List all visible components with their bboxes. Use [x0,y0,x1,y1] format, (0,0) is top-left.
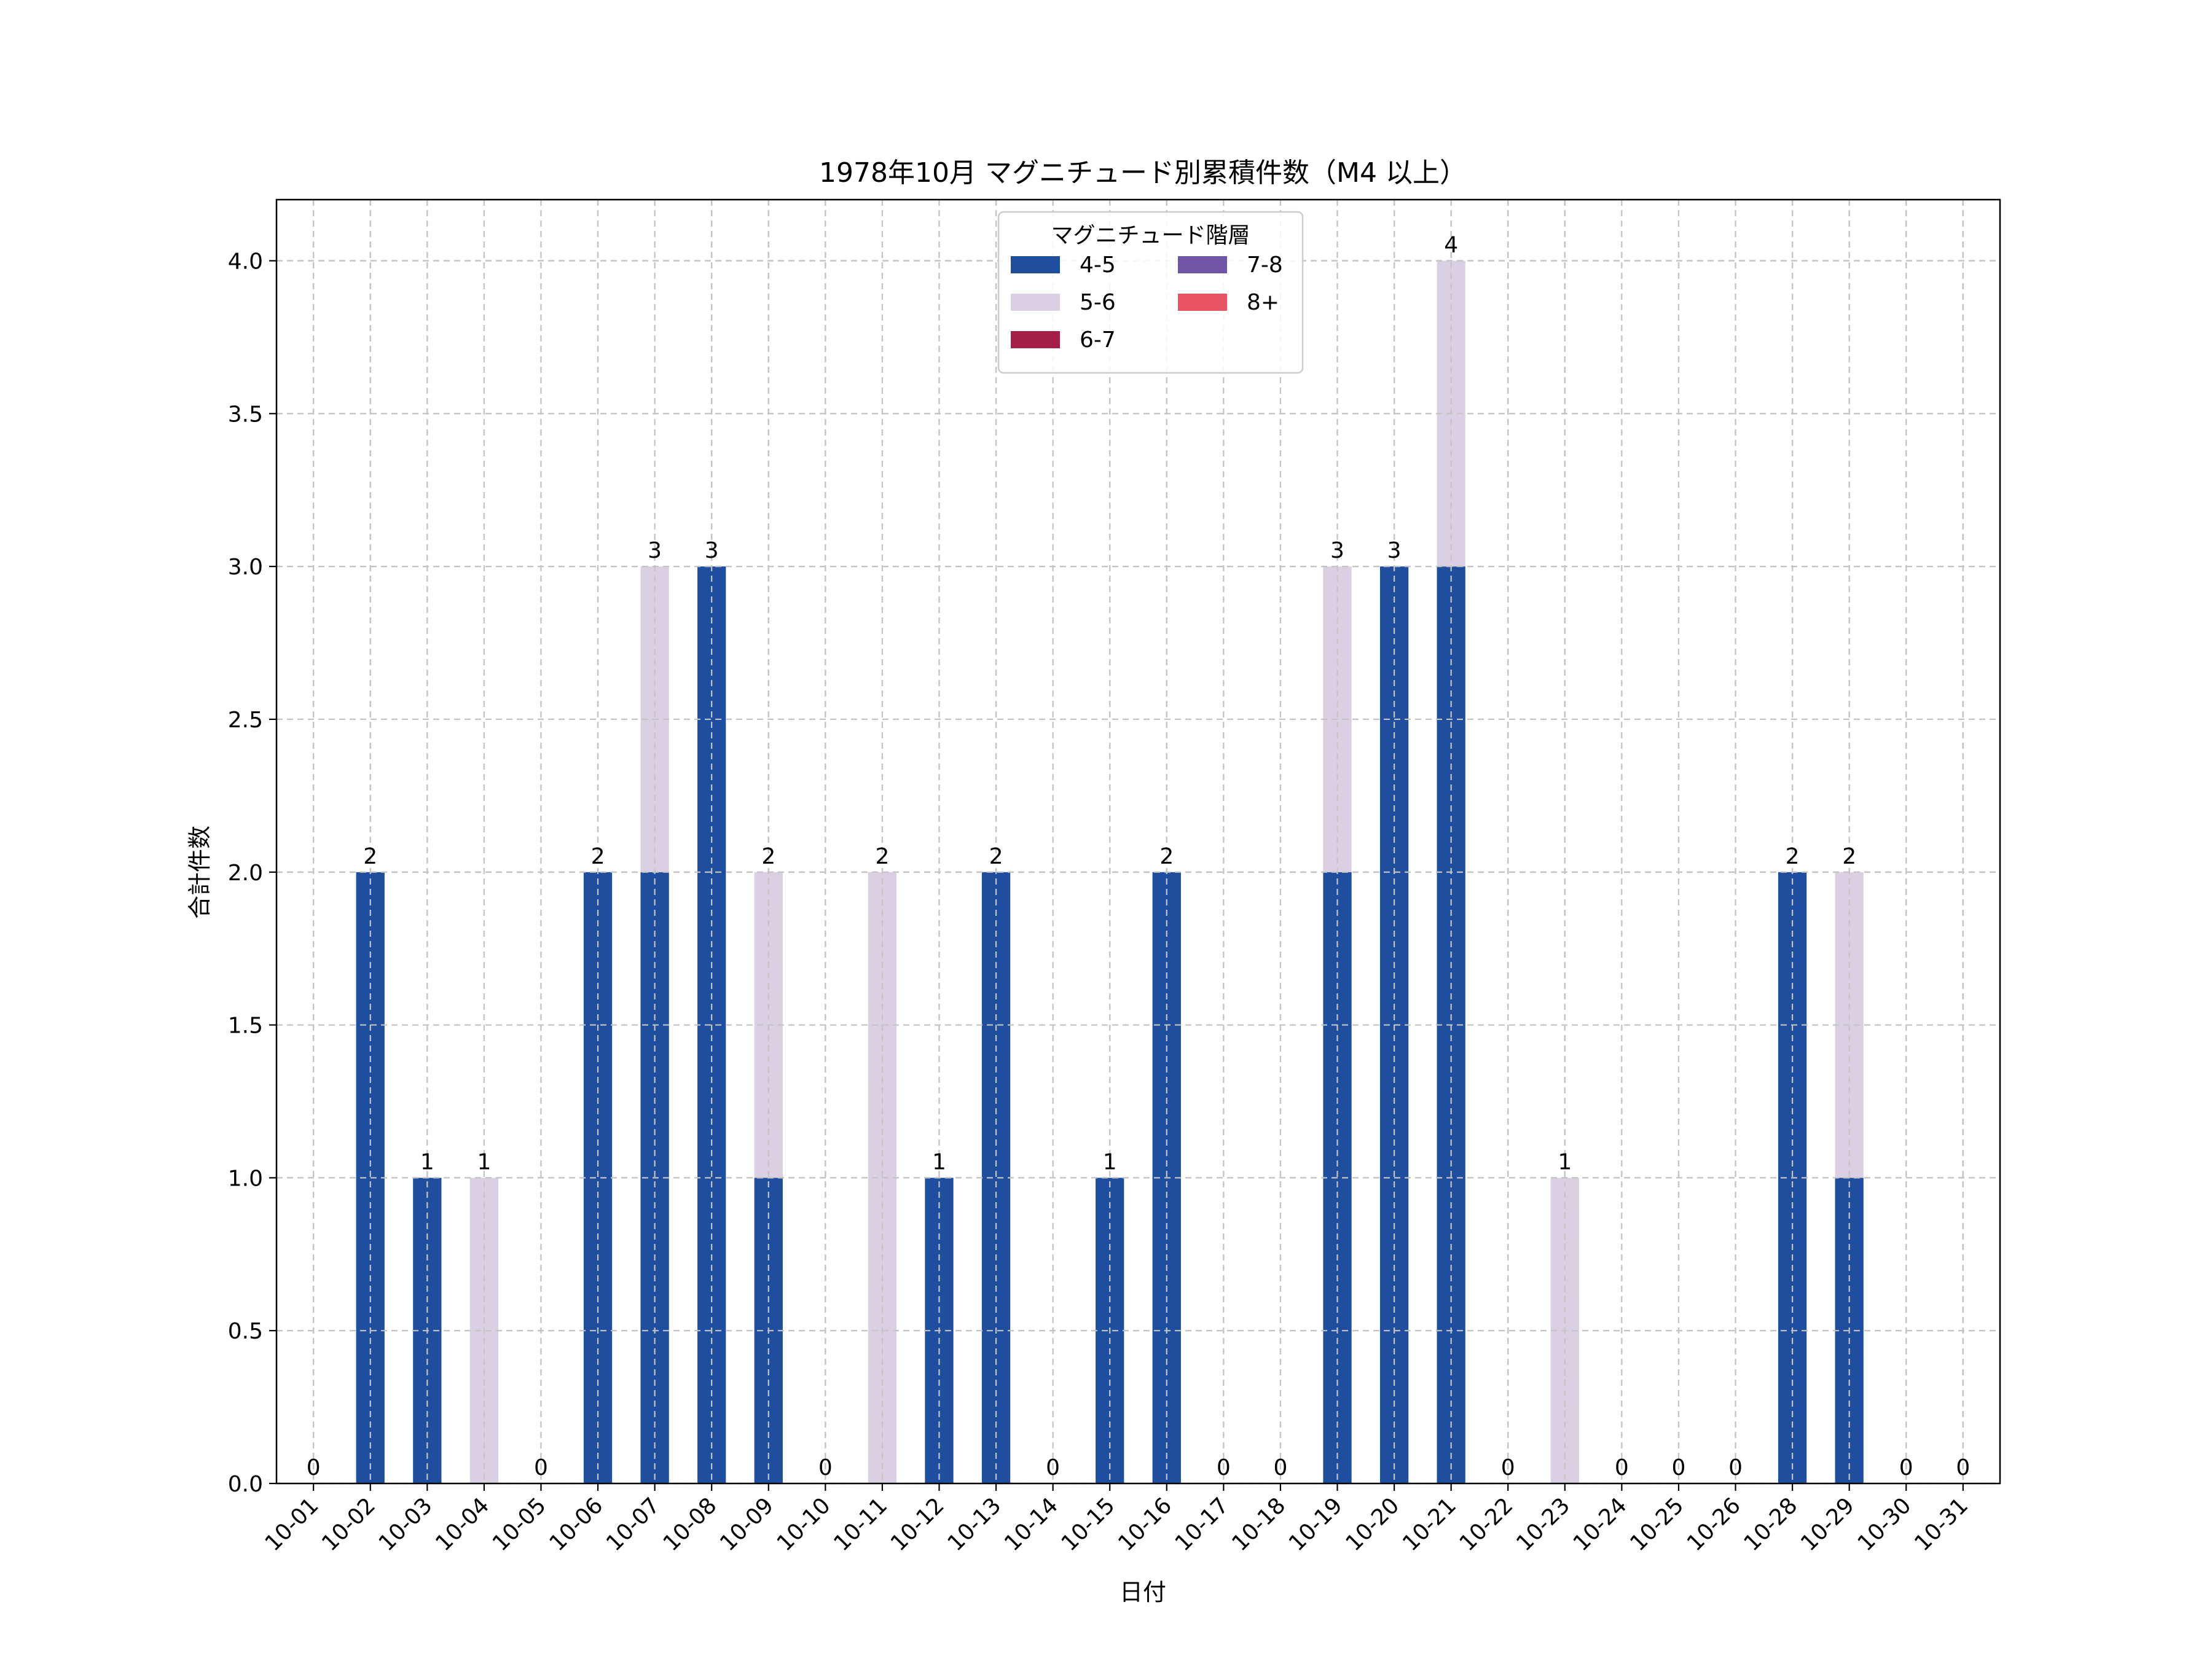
y-tick-label: 1.0 [228,1166,263,1191]
total-label: 0 [1956,1455,1970,1480]
total-label: 2 [1842,844,1856,869]
legend-label-5-6: 5-6 [1080,290,1116,315]
total-label: 0 [1615,1455,1629,1480]
total-label: 0 [1728,1455,1743,1480]
total-label: 3 [1387,538,1402,563]
total-label: 0 [534,1455,548,1480]
legend-swatch-5-6 [1011,294,1060,311]
total-label: 0 [1899,1455,1913,1480]
y-tick-label: 3.5 [228,402,263,427]
legend: マグニチュード階層 4-5 5-6 6-7 7-8 8+ [997,211,1304,374]
total-label: 0 [1501,1455,1515,1480]
total-label: 0 [1672,1455,1686,1480]
total-label: 1 [1103,1149,1117,1174]
total-label: 0 [1217,1455,1231,1480]
y-tick-label: 2.0 [228,861,263,886]
total-label: 1 [1558,1149,1572,1174]
legend-title: マグニチュード階層 [1051,223,1250,248]
legend-swatch-7-8 [1178,256,1227,273]
total-label: 2 [1159,844,1174,869]
y-tick-label: 3.0 [228,555,263,580]
total-label: 0 [307,1455,321,1480]
total-label: 2 [591,844,605,869]
total-label: 1 [477,1149,491,1174]
total-label: 2 [363,844,377,869]
total-label: 2 [1786,844,1800,869]
total-label: 2 [875,844,889,869]
total-label: 3 [1330,538,1344,563]
total-label: 1 [420,1149,434,1174]
total-label: 2 [989,844,1003,869]
y-tick-label: 2.5 [228,708,263,733]
legend-label-4-5: 4-5 [1080,252,1116,278]
total-label: 2 [761,844,775,869]
chart-title: 1978年10月 マグニチュード別累積件数（M4 以上） [819,157,1467,189]
total-label: 1 [932,1149,946,1174]
y-tick-label: 0.0 [228,1472,263,1497]
y-tick-label: 0.5 [228,1319,263,1344]
total-label: 0 [818,1455,833,1480]
y-tick-label: 1.5 [228,1014,263,1039]
total-label: 4 [1444,233,1458,258]
legend-swatch-4-5 [1011,256,1060,273]
x-axis-label: 日付 [1120,1579,1166,1606]
legend-box [997,211,1304,374]
legend-label-6-7: 6-7 [1080,327,1116,353]
data-labels: 0 2 1 1 0 2 3 3 2 0 2 1 2 0 1 2 0 0 3 3 4 0 1 0 0 0 2 2 0 0 [307,233,1971,1480]
legend-swatch-8+ [1178,294,1227,311]
y-axis-label: 合計件数 [186,826,213,919]
total-label: 0 [1046,1455,1060,1480]
plot-frame [275,198,2001,1485]
total-label: 0 [1273,1455,1287,1480]
total-label: 3 [648,538,662,563]
legend-swatch-6-7 [1011,331,1060,348]
total-label: 3 [705,538,719,563]
y-tick-label: 4.0 [228,249,263,275]
legend-label-7-8: 7-8 [1247,252,1283,278]
legend-label-8+: 8+ [1247,290,1279,315]
